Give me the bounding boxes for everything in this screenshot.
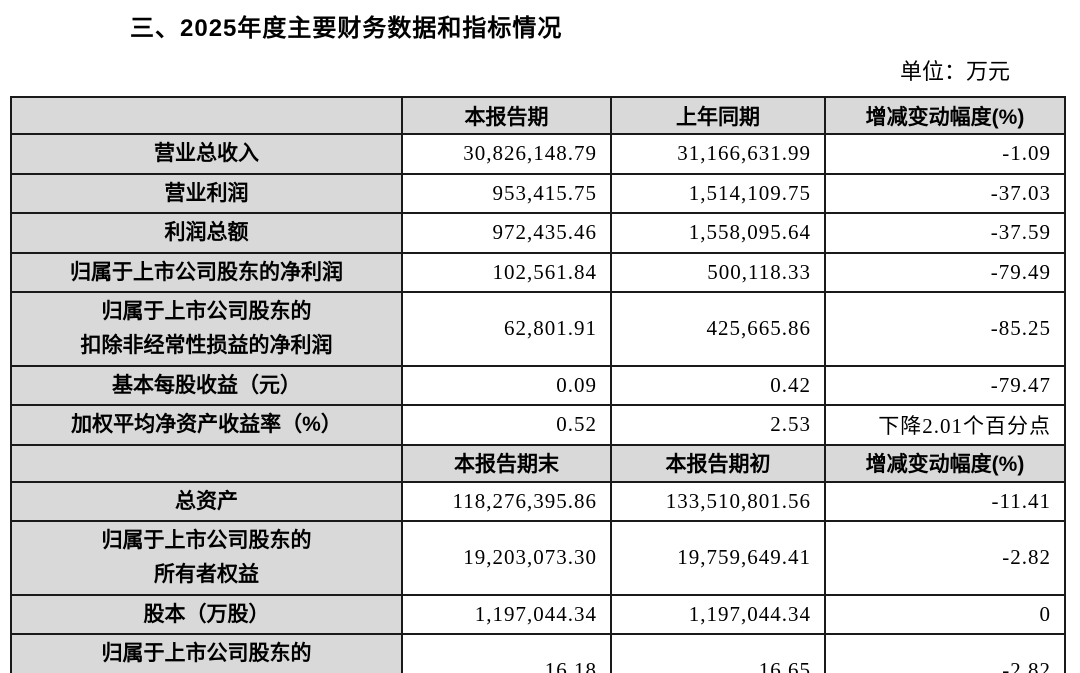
prior-period-value-cell: 2.53 (610, 404, 826, 446)
row-label-cell: 营业利润 (10, 172, 403, 215)
row-label-cell: 利润总额 (10, 212, 403, 254)
current-period-value-cell: 118,276,395.86 (401, 480, 612, 523)
prior-period-value-cell: 19,759,649.41 (610, 520, 826, 596)
current-period-value-cell: 0.09 (401, 364, 612, 407)
row-label-cell: 营业总收入 (10, 133, 403, 175)
financial-table: 本报告期 上年同期 增减变动幅度(%) 营业总收入 30,826,148.79 31,16… (10, 96, 1066, 673)
change-value-cell: -11.41 (824, 480, 1066, 523)
prior-period-value-cell: 425,665.86 (610, 291, 826, 367)
table-row: 归属于上市公司股东的 扣除非经常性损益的净利润 62,801.91 425,665.… (10, 291, 1066, 367)
current-period-value-cell: 62,801.91 (401, 291, 612, 367)
change-value-cell: -1.09 (824, 133, 1066, 175)
prior-period-value-cell: 16.65 (610, 633, 826, 673)
current-period-value-cell: 19,203,073.30 (401, 520, 612, 596)
table-row: 股本（万股） 1,197,044.34 1,197,044.34 0 (10, 593, 1066, 636)
column-header: 增减变动幅度(%) (824, 443, 1066, 483)
change-value-cell: -37.59 (824, 212, 1066, 254)
table-row: 归属于上市公司股东的净利润 102,561.84 500,118.33 -79.49 (10, 251, 1066, 294)
change-value-cell: 下降2.01个百分点 (824, 404, 1066, 446)
change-value-cell: 0 (824, 593, 1066, 636)
row-label-cell: 基本每股收益（元） (10, 364, 403, 407)
table-header-row: 本报告期末 本报告期初 增减变动幅度(%) (10, 443, 1066, 483)
change-value-cell: -2.82 (824, 633, 1066, 673)
table-row: 总资产 118,276,395.86 133,510,801.56 -11.41 (10, 480, 1066, 523)
current-period-value-cell: 102,561.84 (401, 251, 612, 294)
column-header: 本报告期 (401, 96, 612, 135)
unit-label: 单位：万元 (899, 59, 1010, 84)
current-period-value-cell: 30,826,148.79 (401, 133, 612, 175)
table-row: 利润总额 972,435.46 1,558,095.64 -37.59 (10, 212, 1066, 254)
change-value-cell: -2.82 (824, 520, 1066, 596)
row-label-cell: 归属于上市公司股东的 所有者权益 (10, 520, 403, 596)
prior-period-value-cell: 1,514,109.75 (610, 172, 826, 215)
current-period-value-cell: 0.52 (401, 404, 612, 446)
table-row: 加权平均净资产收益率（%） 0.52 2.53 下降2.01个百分点 (10, 404, 1066, 446)
column-header: 上年同期 (610, 96, 826, 135)
current-period-value-cell: 953,415.75 (401, 172, 612, 215)
row-label-cell: 总资产 (10, 480, 403, 523)
corner-cell (10, 96, 403, 135)
change-value-cell: -79.47 (824, 364, 1066, 407)
prior-period-value-cell: 1,558,095.64 (610, 212, 826, 254)
row-label-cell: 加权平均净资产收益率（%） (10, 404, 403, 446)
current-period-value-cell: 16.18 (401, 633, 612, 673)
change-value-cell: -79.49 (824, 251, 1066, 294)
table-row: 营业总收入 30,826,148.79 31,166,631.99 -1.09 (10, 133, 1066, 175)
column-header: 增减变动幅度(%) (824, 96, 1066, 135)
financial-table-body: 本报告期 上年同期 增减变动幅度(%) 营业总收入 30,826,148.79 31,16… (10, 96, 1066, 673)
row-label-cell: 归属于上市公司股东的净利润 (10, 251, 403, 294)
table-header-row: 本报告期 上年同期 增减变动幅度(%) (10, 96, 1066, 135)
section-title: 三、2025年度主要财务数据和指标情况 (130, 15, 563, 42)
table-row: 归属于上市公司股东的 所有者权益 19,203,073.30 19,759,649.… (10, 520, 1066, 596)
column-header: 本报告期初 (610, 443, 826, 483)
prior-period-value-cell: 500,118.33 (610, 251, 826, 294)
table-row: 基本每股收益（元） 0.09 0.42 -79.47 (10, 364, 1066, 407)
row-label-cell: 归属于上市公司股东的 扣除非经常性损益的净利润 (10, 291, 403, 367)
current-period-value-cell: 1,197,044.34 (401, 593, 612, 636)
current-period-value-cell: 972,435.46 (401, 212, 612, 254)
change-value-cell: -85.25 (824, 291, 1066, 367)
row-label-cell: 归属于上市公司股东的 每股净资产（元） (10, 633, 403, 673)
prior-period-value-cell: 1,197,044.34 (610, 593, 826, 636)
row-label-cell: 股本（万股） (10, 593, 403, 636)
corner-cell (10, 443, 403, 483)
table-row: 营业利润 953,415.75 1,514,109.75 -37.03 (10, 172, 1066, 215)
column-header: 本报告期末 (401, 443, 612, 483)
prior-period-value-cell: 0.42 (610, 364, 826, 407)
change-value-cell: -37.03 (824, 172, 1066, 215)
prior-period-value-cell: 133,510,801.56 (610, 480, 826, 523)
prior-period-value-cell: 31,166,631.99 (610, 133, 826, 175)
